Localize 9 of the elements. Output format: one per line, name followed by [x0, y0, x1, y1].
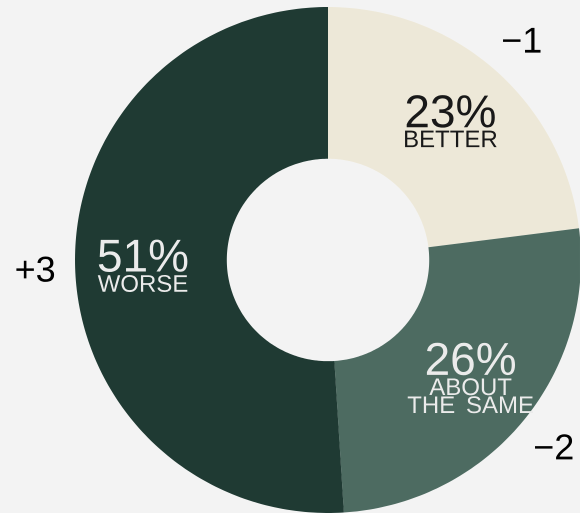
slice-label: WORSE — [98, 274, 188, 292]
data-label: 26% — [426, 342, 515, 376]
data-label: 51% — [98, 240, 188, 272]
slice-label: BETTER — [405, 130, 497, 148]
slice-label: ABOUT THE SAME — [408, 378, 533, 414]
text: −1 — [503, 28, 541, 53]
data-label: 23% — [406, 95, 495, 128]
text: −2 — [535, 434, 572, 460]
text: +3 — [16, 256, 54, 282]
